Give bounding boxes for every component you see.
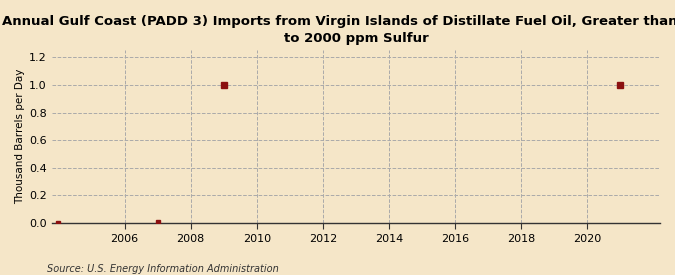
Title: Annual Gulf Coast (PADD 3) Imports from Virgin Islands of Distillate Fuel Oil, G: Annual Gulf Coast (PADD 3) Imports from … xyxy=(2,15,675,45)
Text: Source: U.S. Energy Information Administration: Source: U.S. Energy Information Administ… xyxy=(47,264,279,274)
Y-axis label: Thousand Barrels per Day: Thousand Barrels per Day xyxy=(15,69,25,204)
